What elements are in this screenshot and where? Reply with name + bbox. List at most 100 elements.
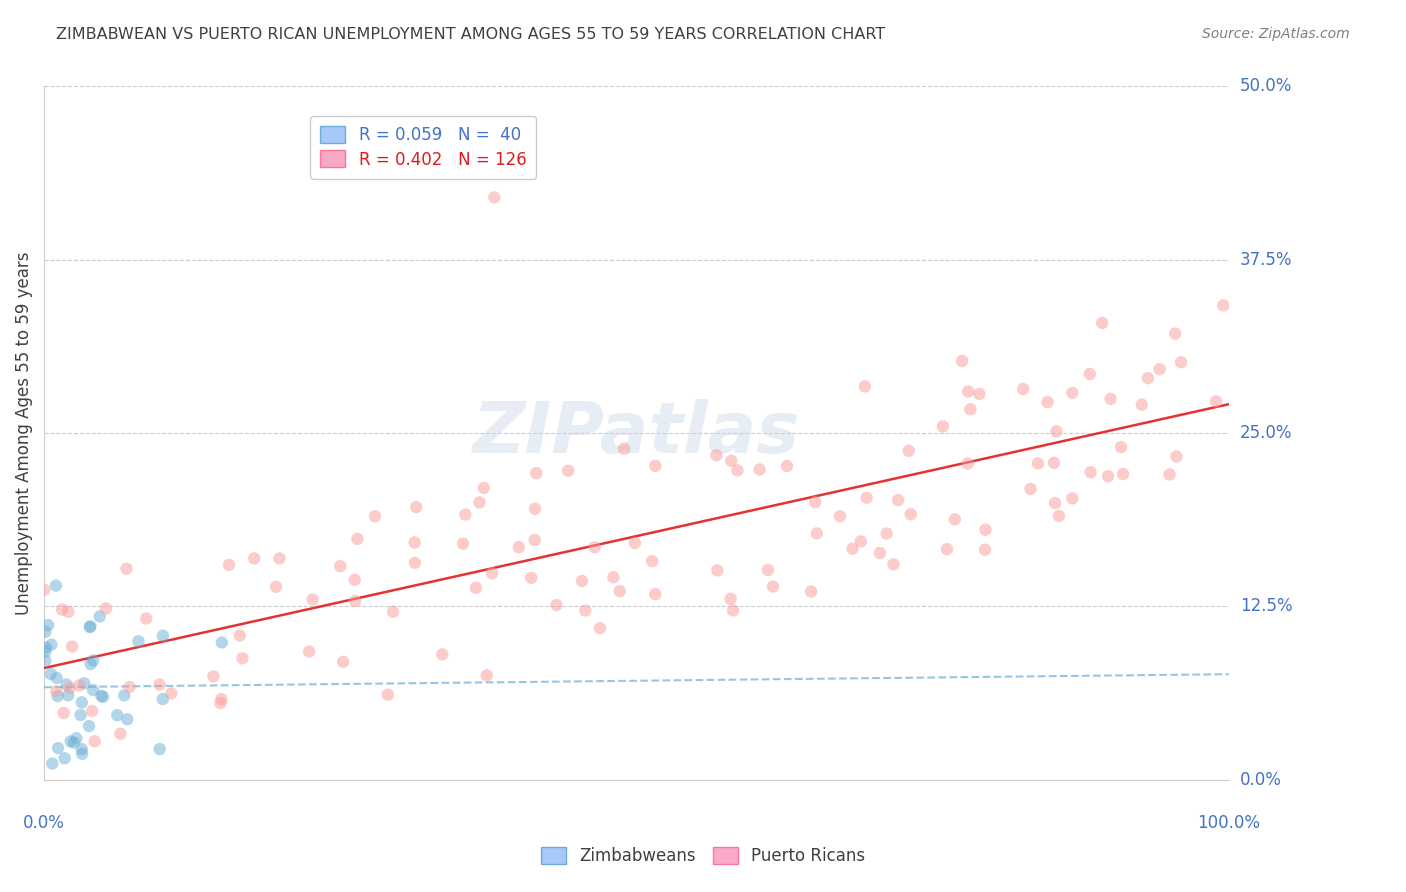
Puerto Ricans bbox=[1078, 367, 1101, 381]
Puerto Ricans bbox=[484, 190, 506, 204]
Puerto Ricans bbox=[950, 354, 973, 368]
Zimbabweans bbox=[45, 671, 67, 685]
Puerto Ricans bbox=[472, 481, 495, 495]
Puerto Ricans bbox=[1097, 469, 1119, 483]
Puerto Ricans bbox=[264, 580, 287, 594]
Puerto Ricans bbox=[1149, 362, 1171, 376]
Puerto Ricans bbox=[706, 563, 728, 577]
Puerto Ricans bbox=[115, 562, 138, 576]
Puerto Ricans bbox=[959, 402, 981, 417]
Puerto Ricans bbox=[1012, 382, 1035, 396]
Zimbabweans bbox=[37, 618, 59, 632]
Puerto Ricans bbox=[571, 574, 593, 588]
Puerto Ricans bbox=[432, 648, 454, 662]
Text: 37.5%: 37.5% bbox=[1240, 251, 1292, 268]
Zimbabweans bbox=[69, 708, 91, 723]
Puerto Ricans bbox=[887, 493, 910, 508]
Puerto Ricans bbox=[382, 605, 405, 619]
Puerto Ricans bbox=[1045, 425, 1067, 439]
Puerto Ricans bbox=[344, 594, 367, 608]
Puerto Ricans bbox=[520, 571, 543, 585]
Puerto Ricans bbox=[1164, 326, 1187, 341]
Puerto Ricans bbox=[481, 566, 503, 581]
Puerto Ricans bbox=[229, 628, 252, 642]
Y-axis label: Unemployment Among Ages 55 to 59 years: Unemployment Among Ages 55 to 59 years bbox=[15, 252, 32, 615]
Puerto Ricans bbox=[118, 680, 141, 694]
Zimbabweans bbox=[46, 741, 69, 756]
Puerto Ricans bbox=[468, 495, 491, 509]
Puerto Ricans bbox=[1026, 457, 1049, 471]
Puerto Ricans bbox=[1136, 371, 1159, 385]
Puerto Ricans bbox=[524, 466, 547, 480]
Text: 25.0%: 25.0% bbox=[1240, 424, 1292, 442]
Text: 12.5%: 12.5% bbox=[1240, 598, 1292, 615]
Puerto Ricans bbox=[364, 509, 387, 524]
Puerto Ricans bbox=[332, 655, 354, 669]
Zimbabweans bbox=[41, 756, 63, 771]
Puerto Ricans bbox=[1036, 395, 1059, 409]
Puerto Ricans bbox=[454, 508, 477, 522]
Zimbabweans bbox=[82, 653, 104, 667]
Puerto Ricans bbox=[624, 536, 647, 550]
Puerto Ricans bbox=[720, 454, 742, 468]
Puerto Ricans bbox=[135, 611, 157, 625]
Legend: R = 0.059   N =  40, R = 0.402   N = 126: R = 0.059 N = 40, R = 0.402 N = 126 bbox=[311, 116, 536, 178]
Zimbabweans bbox=[112, 689, 135, 703]
Puerto Ricans bbox=[346, 532, 368, 546]
Puerto Ricans bbox=[298, 644, 321, 658]
Puerto Ricans bbox=[1159, 467, 1181, 482]
Puerto Ricans bbox=[876, 526, 898, 541]
Zimbabweans bbox=[211, 635, 233, 649]
Puerto Ricans bbox=[404, 556, 426, 570]
Zimbabweans bbox=[79, 657, 101, 672]
Puerto Ricans bbox=[231, 651, 253, 665]
Puerto Ricans bbox=[756, 563, 779, 577]
Puerto Ricans bbox=[1112, 467, 1135, 481]
Puerto Ricans bbox=[720, 591, 742, 606]
Puerto Ricans bbox=[828, 509, 851, 524]
Puerto Ricans bbox=[602, 570, 624, 584]
Puerto Ricans bbox=[641, 554, 664, 568]
Text: 0.0%: 0.0% bbox=[22, 814, 65, 832]
Puerto Ricans bbox=[583, 540, 606, 554]
Zimbabweans bbox=[82, 683, 104, 698]
Zimbabweans bbox=[70, 742, 93, 756]
Puerto Ricans bbox=[943, 512, 966, 526]
Puerto Ricans bbox=[936, 542, 959, 557]
Puerto Ricans bbox=[202, 669, 225, 683]
Zimbabweans bbox=[152, 692, 174, 706]
Zimbabweans bbox=[46, 689, 69, 703]
Puerto Ricans bbox=[800, 584, 823, 599]
Zimbabweans bbox=[89, 609, 111, 624]
Puerto Ricans bbox=[1091, 316, 1114, 330]
Puerto Ricans bbox=[148, 677, 170, 691]
Puerto Ricans bbox=[451, 536, 474, 550]
Zimbabweans bbox=[35, 640, 58, 655]
Puerto Ricans bbox=[94, 601, 117, 615]
Puerto Ricans bbox=[841, 541, 863, 556]
Puerto Ricans bbox=[1043, 456, 1066, 470]
Puerto Ricans bbox=[329, 559, 352, 574]
Puerto Ricans bbox=[1166, 450, 1188, 464]
Puerto Ricans bbox=[882, 558, 904, 572]
Puerto Ricans bbox=[721, 603, 744, 617]
Zimbabweans bbox=[63, 735, 86, 749]
Puerto Ricans bbox=[209, 692, 232, 706]
Puerto Ricans bbox=[956, 457, 979, 471]
Puerto Ricans bbox=[644, 587, 666, 601]
Puerto Ricans bbox=[557, 464, 579, 478]
Puerto Ricans bbox=[853, 379, 876, 393]
Zimbabweans bbox=[79, 619, 101, 633]
Puerto Ricans bbox=[1062, 385, 1084, 400]
Zimbabweans bbox=[117, 712, 139, 726]
Puerto Ricans bbox=[855, 491, 877, 505]
Zimbabweans bbox=[90, 689, 112, 703]
Puerto Ricans bbox=[762, 580, 785, 594]
Puerto Ricans bbox=[900, 508, 922, 522]
Puerto Ricans bbox=[59, 681, 82, 695]
Puerto Ricans bbox=[1130, 398, 1153, 412]
Zimbabweans bbox=[34, 654, 56, 668]
Puerto Ricans bbox=[706, 448, 728, 462]
Zimbabweans bbox=[56, 688, 79, 702]
Zimbabweans bbox=[105, 708, 128, 723]
